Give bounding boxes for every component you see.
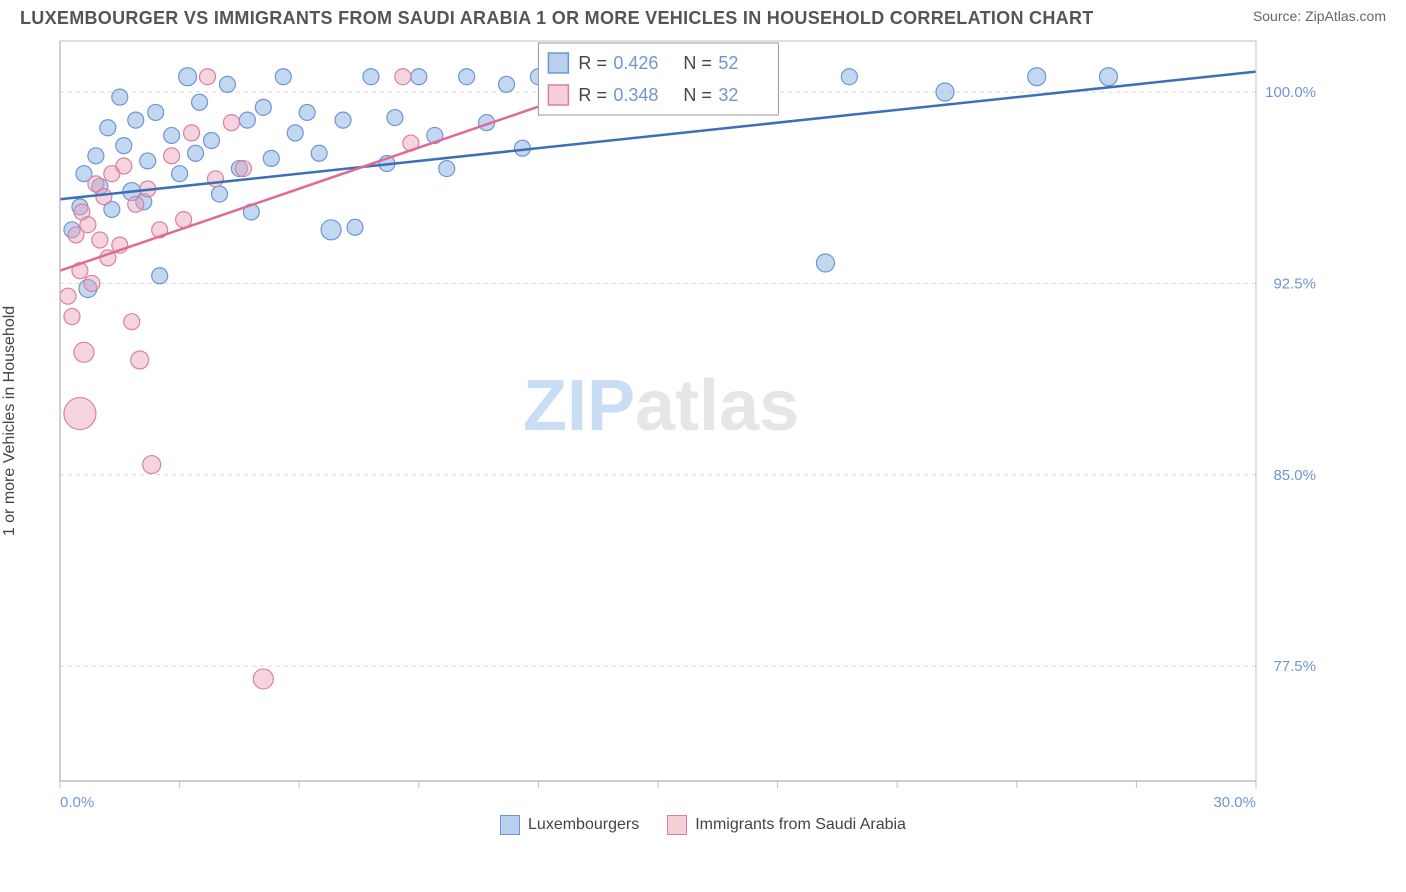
chart-title: LUXEMBOURGER VS IMMIGRANTS FROM SAUDI AR…	[20, 8, 1094, 29]
data-point	[148, 104, 164, 120]
svg-text:R =: R =	[578, 85, 607, 105]
svg-text:100.0%: 100.0%	[1265, 84, 1316, 101]
data-point	[211, 186, 227, 202]
data-point	[459, 69, 475, 85]
data-point	[100, 120, 116, 136]
data-point	[263, 150, 279, 166]
data-point	[96, 189, 112, 205]
svg-text:92.5%: 92.5%	[1273, 275, 1316, 292]
data-point	[192, 94, 208, 110]
data-point	[116, 138, 132, 154]
data-point	[299, 104, 315, 120]
data-point	[131, 351, 149, 369]
svg-text:N =: N =	[683, 85, 712, 105]
data-point	[335, 112, 351, 128]
data-point	[936, 83, 954, 101]
data-point	[841, 69, 857, 85]
svg-text:0.348: 0.348	[613, 85, 658, 105]
data-point	[255, 99, 271, 115]
svg-text:30.0%: 30.0%	[1213, 794, 1256, 811]
scatter-chart: 100.0% 92.5% 85.0% 77.5% 0.0% 30.0% R = 0.426 N…	[20, 31, 1316, 811]
legend-label: Immigrants from Saudi Arabia	[695, 816, 906, 834]
data-point	[184, 125, 200, 141]
data-point	[363, 69, 379, 85]
data-point	[219, 76, 235, 92]
data-point	[112, 89, 128, 105]
data-point	[253, 669, 273, 689]
legend-swatch	[500, 815, 520, 835]
data-point	[64, 309, 80, 325]
corr-swatch	[548, 85, 568, 105]
data-point	[84, 275, 100, 291]
data-point	[387, 110, 403, 126]
data-point	[439, 161, 455, 177]
data-point	[143, 456, 161, 474]
data-point	[1099, 68, 1117, 86]
data-point	[128, 196, 144, 212]
legend-swatch	[667, 815, 687, 835]
data-point	[74, 342, 94, 362]
svg-text:N =: N =	[683, 53, 712, 73]
source-attribution: Source: ZipAtlas.com	[1253, 8, 1386, 24]
data-point	[164, 148, 180, 164]
data-point	[235, 161, 251, 177]
data-point	[223, 115, 239, 131]
data-point	[411, 69, 427, 85]
data-point	[188, 145, 204, 161]
data-point	[321, 220, 341, 240]
data-point	[124, 314, 140, 330]
svg-text:77.5%: 77.5%	[1273, 658, 1316, 675]
svg-text:R =: R =	[578, 53, 607, 73]
legend-item: Luxembourgers	[500, 815, 639, 835]
data-point	[140, 153, 156, 169]
svg-text:85.0%: 85.0%	[1273, 467, 1316, 484]
data-point	[172, 166, 188, 182]
data-point	[275, 69, 291, 85]
data-point	[116, 158, 132, 174]
legend: Luxembourgers Immigrants from Saudi Arabi…	[0, 815, 1406, 835]
legend-item: Immigrants from Saudi Arabia	[667, 815, 906, 835]
data-point	[80, 217, 96, 233]
data-point	[88, 148, 104, 164]
data-point	[1028, 68, 1046, 86]
svg-text:52: 52	[718, 53, 738, 73]
chart-area: 1 or more Vehicles in Household 100.0%92…	[20, 31, 1386, 811]
data-point	[179, 68, 197, 86]
legend-label: Luxembourgers	[528, 816, 639, 834]
data-point	[203, 133, 219, 149]
data-point	[60, 288, 76, 304]
data-point	[347, 219, 363, 235]
data-point	[92, 232, 108, 248]
data-point	[239, 112, 255, 128]
svg-text:0.426: 0.426	[613, 53, 658, 73]
data-point	[64, 398, 96, 430]
svg-text:0.0%: 0.0%	[60, 794, 94, 811]
corr-swatch	[548, 53, 568, 73]
y-axis-label: 1 or more Vehicles in Household	[1, 306, 19, 536]
data-point	[287, 125, 303, 141]
data-point	[152, 268, 168, 284]
data-point	[128, 112, 144, 128]
svg-text:32: 32	[718, 85, 738, 105]
data-point	[499, 76, 515, 92]
data-point	[816, 254, 834, 272]
data-point	[200, 69, 216, 85]
data-point	[311, 145, 327, 161]
data-point	[164, 127, 180, 143]
data-point	[395, 69, 411, 85]
